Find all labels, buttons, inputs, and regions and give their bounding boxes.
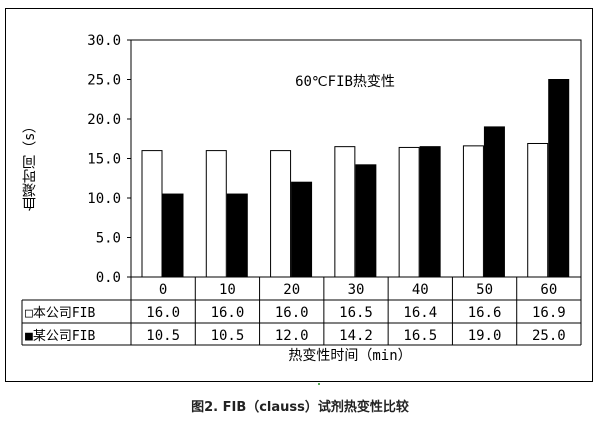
- x-axis-label: 热变性时间（min）: [288, 348, 412, 364]
- decorative-dot: [318, 383, 320, 385]
- chart-frame: [5, 8, 593, 382]
- table-value: 19.0: [468, 328, 502, 344]
- legend-competitor: ■某公司FIB: [25, 329, 95, 344]
- table-value: 16.4: [403, 305, 437, 321]
- y-tick-label: 15.0: [87, 152, 121, 168]
- bar-own-20: [270, 150, 292, 278]
- table-value: 16.9: [532, 305, 566, 321]
- table-value: 16.0: [275, 305, 309, 321]
- bar-competitor-0: [162, 193, 184, 278]
- table-value: 25.0: [532, 328, 566, 344]
- table-value: 16.0: [146, 305, 180, 321]
- bar-own-50: [462, 145, 484, 278]
- x-tick-label: 40: [412, 282, 429, 298]
- bar-competitor-50: [483, 126, 505, 278]
- bar-competitor-40: [419, 146, 441, 278]
- table-value: 16.6: [468, 305, 502, 321]
- figure-caption: 图2. FIB（clauss）试剂热变性比较: [191, 400, 409, 415]
- bar-own-40: [398, 146, 420, 278]
- table-value: 16.5: [339, 305, 373, 321]
- table-value: 16.5: [403, 328, 437, 344]
- bar-competitor-10: [226, 193, 248, 278]
- x-tick-label: 30: [348, 282, 365, 298]
- bar-own-60: [527, 142, 549, 278]
- table-value: 10.5: [146, 328, 180, 344]
- x-tick-label: 60: [540, 282, 557, 298]
- y-tick-label: 5.0: [96, 231, 121, 247]
- legend-own: □本公司FIB: [25, 306, 95, 321]
- y-axis-label: 血凝时间（s）: [22, 118, 38, 212]
- bar-competitor-60: [548, 79, 570, 278]
- chart-title: 60℃FIB热变性: [295, 74, 395, 90]
- table-value: 14.2: [339, 328, 373, 344]
- x-tick-label: 0: [159, 282, 167, 298]
- y-tick-label: 0.0: [96, 270, 121, 286]
- bar-competitor-30: [355, 164, 377, 278]
- bar-own-10: [205, 150, 227, 278]
- y-tick-label: 20.0: [87, 112, 121, 128]
- y-tick-label: 30.0: [87, 33, 121, 49]
- bar-own-30: [334, 146, 356, 278]
- x-tick-label: 20: [283, 282, 300, 298]
- y-tick-label: 25.0: [87, 73, 121, 89]
- table-value: 10.5: [211, 328, 245, 344]
- bar-own-0: [141, 150, 163, 278]
- x-tick-label: 10: [219, 282, 236, 298]
- table-value: 12.0: [275, 328, 309, 344]
- y-tick-label: 10.0: [87, 191, 121, 207]
- table-value: 16.0: [211, 305, 245, 321]
- x-tick-label: 50: [476, 282, 493, 298]
- bar-competitor-20: [291, 181, 313, 278]
